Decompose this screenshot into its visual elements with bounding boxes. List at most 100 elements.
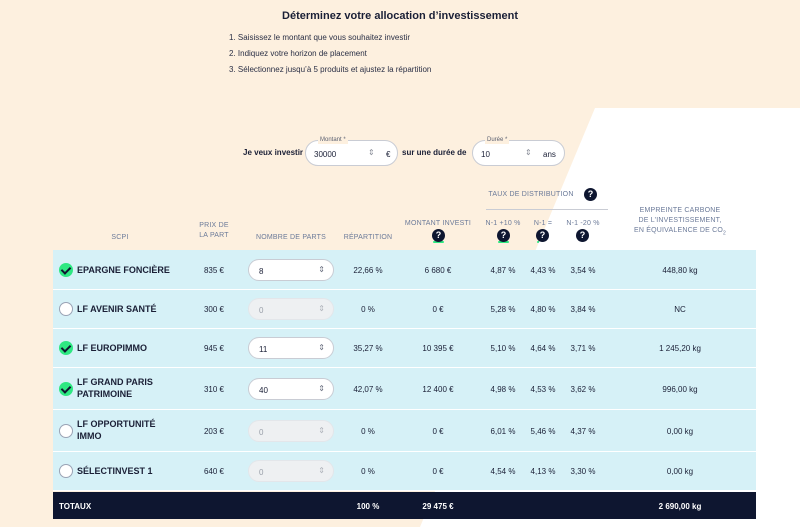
scpi-name: EPARGNE FONCIÈRE	[77, 265, 170, 275]
table-row: SÉLECTINVEST 1 640 € 0 ⇕ 0 % 0 € 4,54 % 4…	[53, 452, 756, 491]
taux-minus-cell: 3,71 %	[570, 344, 596, 353]
check-icon[interactable]	[59, 341, 73, 355]
parts-value[interactable]: 0	[259, 306, 264, 315]
page-title: Déterminez votre allocation d’investisse…	[282, 10, 518, 22]
parts-input[interactable]: 8 ⇕	[248, 259, 334, 281]
header-n1-eq: N-1 =	[533, 220, 553, 227]
spinner-arrows-icon[interactable]: ⇕	[318, 304, 325, 313]
parts-input[interactable]: 0 ⇕	[248, 298, 334, 320]
step-2: 2. Indiquez votre horizon de placement	[229, 49, 367, 58]
prix-cell: 310 €	[203, 385, 225, 394]
parts-input[interactable]: 0 ⇕	[248, 420, 334, 442]
prix-cell: 945 €	[203, 344, 225, 353]
table-row: LF AVENIR SANTÉ 300 € 0 ⇕ 0 % 0 € 5,28 % …	[53, 290, 756, 329]
taux-plus-cell: 5,28 %	[490, 305, 516, 314]
montant-cell: 0 €	[432, 305, 444, 314]
repartition-cell: 35,27 %	[353, 344, 383, 353]
taux-minus-cell: 3,30 %	[570, 467, 596, 476]
table-row: LF GRAND PARIS PATRIMOINE 310 € 40 ⇕ 42,0…	[53, 368, 756, 410]
spinner-arrows-icon[interactable]: ⇕	[318, 426, 325, 435]
parts-value[interactable]: 8	[259, 267, 264, 276]
amount-unit: €	[386, 150, 391, 159]
taux-plus-cell: 4,87 %	[490, 266, 516, 275]
co2-cell: 0,00 kg	[666, 427, 694, 436]
repartition-cell: 0 %	[361, 427, 375, 436]
question-icon[interactable]: ?	[432, 229, 445, 243]
prix-cell: 300 €	[203, 305, 225, 314]
co2-cell: 1 245,20 kg	[659, 344, 701, 353]
header-empreinte-line3: EN ÉQUIVALENCE DE CO2	[615, 226, 745, 238]
totals-row: TOTAUX 100 % 29 475 € 2 690,00 kg	[53, 492, 756, 519]
spinner-arrows-icon[interactable]: ⇕	[318, 343, 325, 352]
parts-input[interactable]: 40 ⇕	[248, 378, 334, 400]
header-empreinte-line1: EMPREINTE CARBONE	[639, 207, 721, 214]
parts-input[interactable]: 11 ⇕	[248, 337, 334, 359]
taux-plus-cell: 6,01 %	[490, 427, 516, 436]
spinner-arrows-icon[interactable]: ⇕	[318, 265, 325, 274]
spinner-arrows-icon[interactable]: ⇕	[318, 384, 325, 393]
header-empreinte: EMPREINTE CARBONE DE L’INVESTISSEMENT, E…	[615, 206, 745, 238]
taux-minus-cell: 3,54 %	[570, 266, 596, 275]
taux-divider	[486, 209, 608, 210]
parts-value[interactable]: 0	[259, 428, 264, 437]
duration-text: sur une durée de	[402, 148, 467, 157]
parts-value[interactable]: 40	[259, 386, 268, 395]
question-icon[interactable]: ?	[584, 188, 597, 202]
spinner-arrows-icon[interactable]: ⇕	[318, 466, 325, 475]
duration-unit: ans	[543, 150, 556, 159]
scpi-name: SÉLECTINVEST 1	[77, 466, 153, 476]
co2-cell: 0,00 kg	[666, 467, 694, 476]
prix-cell: 835 €	[203, 266, 225, 275]
invest-label: Je veux investir	[243, 148, 304, 157]
repartition-cell: 42,07 %	[353, 385, 383, 394]
spinner-arrows-icon[interactable]: ⇕	[368, 148, 375, 157]
scpi-name-line2: IMMO	[77, 431, 102, 441]
investment-form: Je veux investir Montant * 30000 ⇕ € sur…	[0, 137, 800, 166]
header-prix-line1: PRIX DE	[199, 222, 229, 229]
spinner-arrows-icon[interactable]: ⇕	[525, 148, 532, 157]
taux-eq-cell: 4,43 %	[530, 266, 556, 275]
taux-plus-cell: 4,98 %	[490, 385, 516, 394]
taux-eq-cell: 4,13 %	[530, 467, 556, 476]
co2-cell: 996,00 kg	[662, 385, 698, 394]
duration-field-label: Durée *	[485, 137, 510, 144]
parts-value[interactable]: 0	[259, 468, 264, 477]
taux-minus-cell: 3,84 %	[570, 305, 596, 314]
checkbox-empty-icon[interactable]	[59, 302, 73, 316]
montant-cell: 10 395 €	[422, 344, 454, 353]
taux-plus-cell: 5,10 %	[490, 344, 516, 353]
taux-eq-cell: 4,64 %	[530, 344, 556, 353]
amount-field[interactable]: Montant * 30000 ⇕ €	[305, 137, 398, 166]
check-icon[interactable]	[59, 263, 73, 277]
duration-field[interactable]: Durée * 10 ⇕ ans	[472, 137, 565, 166]
taux-eq-cell: 4,53 %	[530, 385, 556, 394]
question-icon[interactable]: ?	[576, 229, 589, 243]
amount-value[interactable]: 30000	[314, 150, 337, 159]
montant-cell: 12 400 €	[422, 385, 454, 394]
totals-montant: 29 475 €	[422, 502, 454, 511]
header-empreinte-text: EN ÉQUIVALENCE DE CO	[633, 227, 724, 234]
parts-input[interactable]: 0 ⇕	[248, 460, 334, 482]
checkbox-empty-icon[interactable]	[59, 464, 73, 478]
taux-plus-cell: 4,54 %	[490, 467, 516, 476]
scpi-table: EPARGNE FONCIÈRE 835 € 8 ⇕ 22,66 % 6 680 …	[53, 250, 756, 491]
taux-minus-cell: 4,37 %	[570, 427, 596, 436]
duration-value[interactable]: 10	[481, 150, 490, 159]
question-icon[interactable]: ?	[497, 229, 510, 243]
taux-eq-cell: 5,46 %	[530, 427, 556, 436]
checkbox-empty-icon[interactable]	[59, 424, 73, 438]
taux-eq-cell: 4,80 %	[530, 305, 556, 314]
header-scpi: SCPI	[111, 234, 129, 241]
check-icon[interactable]	[59, 382, 73, 396]
repartition-cell: 22,66 %	[353, 266, 383, 275]
question-icon[interactable]: ?	[536, 229, 549, 243]
repartition-cell: 0 %	[361, 467, 375, 476]
amount-field-label: Montant *	[318, 137, 348, 144]
step-1: 1. Saisissez le montant que vous souhait…	[229, 33, 410, 42]
montant-cell: 0 €	[432, 467, 444, 476]
scpi-name-line1: LF OPPORTUNITÉ	[77, 419, 156, 429]
header-n1-minus: N-1 -20 %	[566, 220, 600, 227]
parts-value[interactable]: 11	[259, 345, 268, 354]
header-prix: PRIX DE LA PART	[190, 221, 238, 241]
scpi-name: LF OPPORTUNITÉ IMMO	[77, 418, 156, 442]
